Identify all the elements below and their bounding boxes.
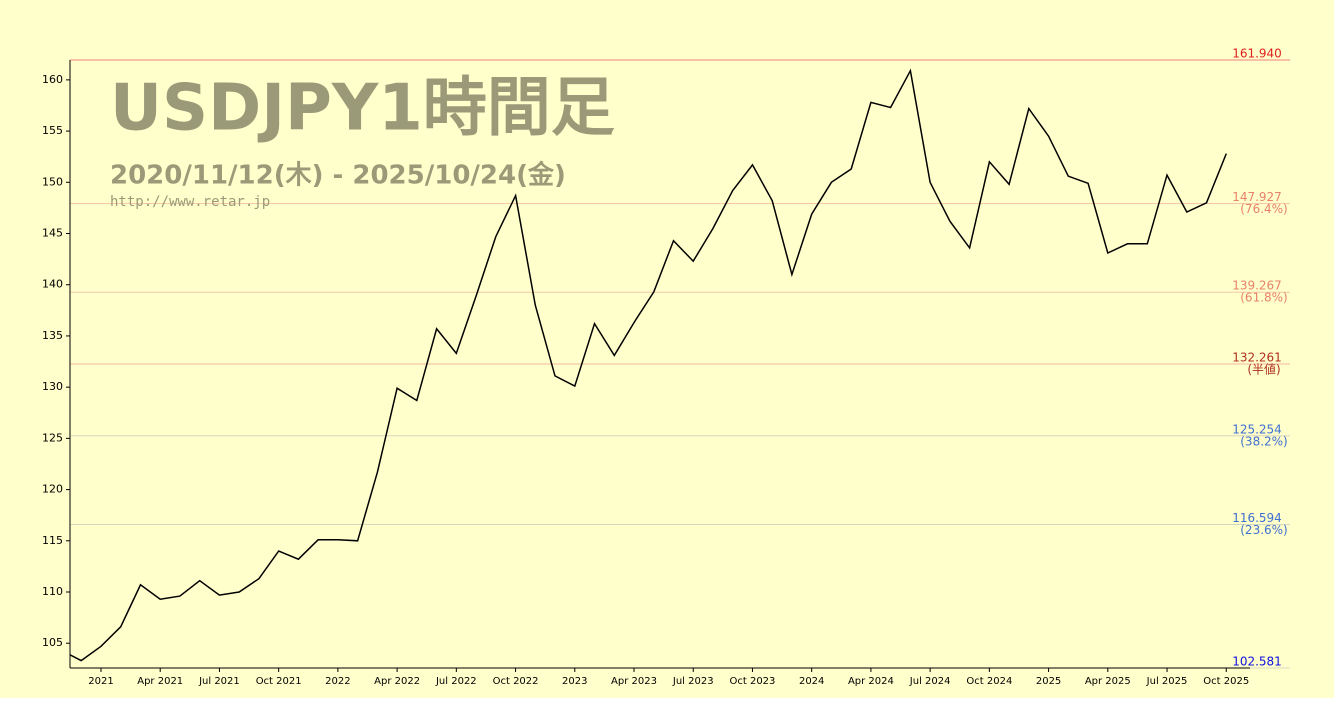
y-tick-label: 150: [42, 175, 63, 188]
y-tick-label: 145: [42, 227, 63, 240]
level-label: 116.594: [1232, 511, 1282, 525]
x-tick-label: Jul 2023: [672, 676, 714, 687]
level-ratio: (61.8%): [1240, 291, 1287, 305]
x-tick-label: Oct 2025: [1203, 676, 1249, 687]
x-tick-label: Oct 2024: [966, 676, 1012, 687]
source-url: http://www.retar.jp: [110, 194, 270, 210]
x-tick-label: Jul 2021: [198, 676, 240, 687]
level-label: 102.581: [1232, 655, 1282, 669]
x-tick-label: 2025: [1036, 676, 1061, 687]
y-tick-label: 140: [42, 278, 63, 291]
x-tick-label: Apr 2021: [137, 676, 183, 687]
level-label: 125.254: [1232, 422, 1282, 436]
x-tick-label: Apr 2022: [374, 676, 420, 687]
level-ratio: (23.6%): [1240, 523, 1287, 537]
y-tick-label: 115: [42, 534, 63, 547]
x-tick-label: Oct 2022: [493, 676, 539, 687]
x-tick-label: Jul 2025: [1146, 676, 1188, 687]
price-line: [70, 68, 1227, 662]
y-tick-label: 110: [42, 585, 63, 598]
level-label: 161.940: [1232, 47, 1282, 61]
y-tick-label: 105: [42, 636, 63, 649]
level-ratio: (76.4%): [1240, 202, 1287, 216]
y-tick-label: 130: [42, 380, 63, 393]
level-ratio: (半値): [1247, 361, 1280, 376]
y-tick-label: 135: [42, 329, 63, 342]
x-tick-label: 2023: [562, 676, 587, 687]
x-tick-label: 2021: [88, 676, 113, 687]
x-tick-label: Jul 2024: [909, 676, 951, 687]
level-label: 132.261: [1232, 350, 1282, 364]
level-ratio: (38.2%): [1240, 434, 1287, 448]
x-tick-label: 2024: [799, 676, 824, 687]
x-tick-label: 2022: [325, 676, 350, 687]
y-tick-label: 120: [42, 483, 63, 496]
y-tick-label: 125: [42, 431, 63, 444]
x-tick-label: Apr 2023: [611, 676, 657, 687]
level-label: 139.267: [1232, 279, 1282, 293]
x-tick-label: Apr 2025: [1085, 676, 1131, 687]
x-tick-label: Oct 2023: [729, 676, 775, 687]
chart-title: USDJPY1時間足: [110, 72, 615, 146]
y-tick-label: 160: [42, 73, 63, 86]
x-tick-label: Jul 2022: [435, 676, 477, 687]
level-label: 147.927: [1232, 190, 1282, 204]
x-tick-label: Apr 2024: [848, 676, 894, 687]
chart-subtitle: 2020/11/12(木) - 2025/10/24(金): [110, 160, 566, 191]
x-tick-label: Oct 2021: [256, 676, 302, 687]
y-tick-label: 155: [42, 124, 63, 137]
